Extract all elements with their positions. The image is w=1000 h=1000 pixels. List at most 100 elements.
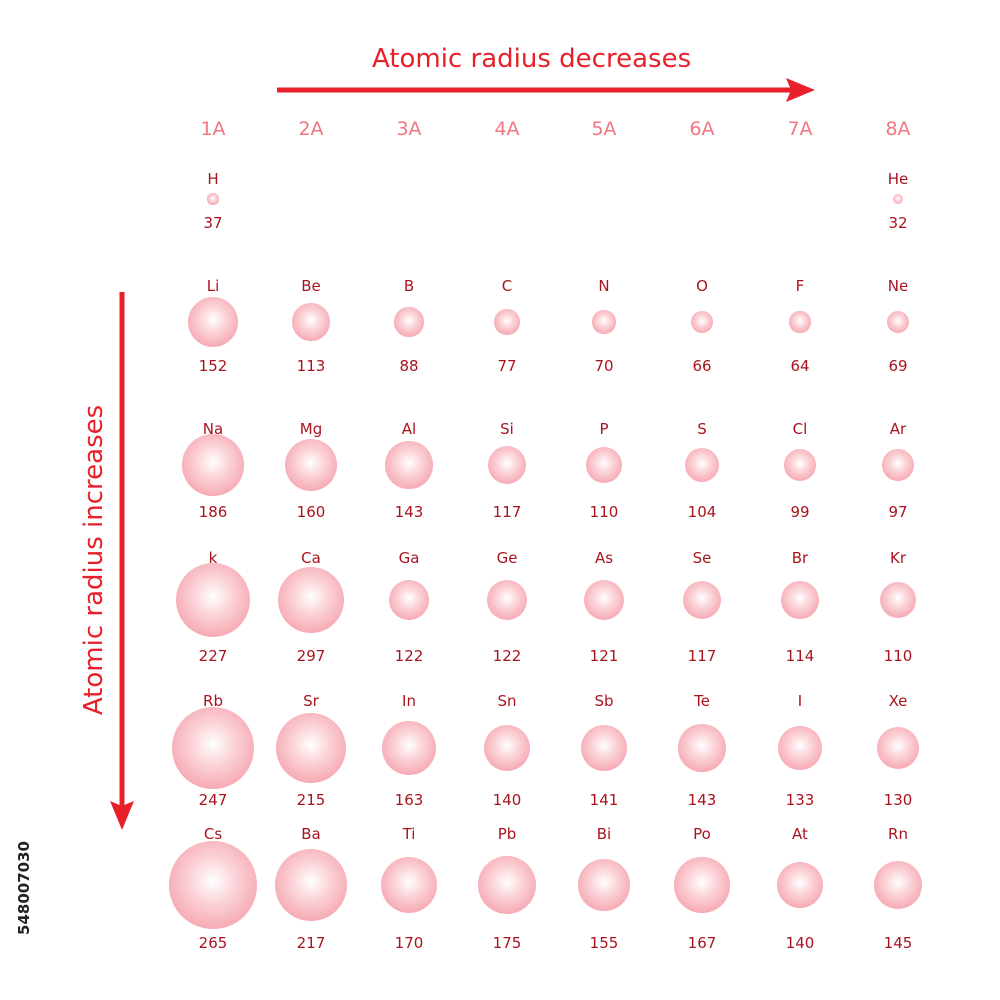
radius-value: 170	[394, 934, 424, 952]
group-label: 7A	[787, 118, 813, 140]
atom-sphere	[879, 581, 917, 619]
atom-sphere	[175, 562, 251, 638]
radius-value: 66	[692, 357, 712, 375]
radius-value: 247	[198, 791, 228, 809]
element-symbol: Na	[202, 420, 224, 438]
radius-value: 117	[492, 503, 522, 521]
element-symbol: B	[403, 277, 415, 295]
radius-value: 297	[296, 647, 326, 665]
radius-value: 145	[883, 934, 913, 952]
atom-sphere	[380, 856, 438, 914]
atom-sphere	[876, 726, 920, 770]
atom-sphere	[578, 859, 630, 911]
radius-value: 160	[296, 503, 326, 521]
radius-value: 143	[394, 503, 424, 521]
atom-sphere	[691, 311, 713, 333]
element-symbol: Ar	[889, 420, 907, 438]
radius-value: 77	[497, 357, 517, 375]
atom-sphere	[776, 861, 824, 909]
radius-value: 121	[589, 647, 619, 665]
horizontal-trend-title: Atomic radius decreases	[372, 44, 692, 74]
radius-value: 32	[888, 214, 908, 232]
atom-sphere	[682, 580, 722, 620]
atom-sphere	[284, 438, 338, 492]
element-symbol: Pb	[497, 825, 517, 843]
element-symbol: Br	[791, 549, 809, 567]
atom-sphere	[893, 194, 903, 204]
atom-sphere	[886, 310, 910, 334]
atom-sphere	[789, 311, 811, 333]
group-label: 1A	[200, 118, 226, 140]
element-symbol: Ge	[496, 549, 518, 567]
atom-sphere	[674, 857, 730, 913]
element-symbol: Cl	[792, 420, 808, 438]
element-symbol: Po	[693, 825, 711, 843]
radius-value: 155	[589, 934, 619, 952]
element-symbol: Rb	[203, 692, 223, 710]
atom-sphere	[783, 448, 817, 482]
group-label: 8A	[885, 118, 911, 140]
radius-value: 104	[687, 503, 717, 521]
element-symbol: O	[696, 277, 708, 295]
element-symbol: Ne	[887, 277, 909, 295]
element-symbol: Kr	[889, 549, 907, 567]
atom-sphere	[592, 310, 616, 334]
element-symbol: Mg	[299, 420, 323, 438]
radius-value: 110	[883, 647, 913, 665]
group-label: 6A	[689, 118, 715, 140]
atom-sphere	[881, 448, 914, 481]
atom-sphere	[874, 861, 922, 909]
radius-value: 113	[296, 357, 326, 375]
element-symbol: Al	[401, 420, 417, 438]
element-symbol: Si	[500, 420, 514, 438]
element-symbol: Se	[692, 549, 712, 567]
radius-value: 114	[785, 647, 815, 665]
atom-sphere	[778, 726, 822, 770]
element-symbol: Xe	[888, 692, 908, 710]
element-symbol: Bi	[596, 825, 612, 843]
group-label: 4A	[494, 118, 520, 140]
element-symbol: Ti	[402, 825, 416, 843]
element-symbol: Ga	[398, 549, 420, 567]
radius-value: 265	[198, 934, 228, 952]
element-symbol: C	[501, 277, 513, 295]
radius-value: 186	[198, 503, 228, 521]
radius-value: 163	[394, 791, 424, 809]
element-symbol: S	[697, 420, 707, 438]
radius-value: 152	[198, 357, 228, 375]
element-symbol: N	[598, 277, 610, 295]
radius-value: 117	[687, 647, 717, 665]
radius-value: 175	[492, 934, 522, 952]
atom-sphere	[494, 309, 520, 335]
radius-value: 70	[594, 357, 614, 375]
atom-sphere	[292, 303, 330, 341]
element-symbol: Sb	[594, 692, 614, 710]
element-symbol: Sr	[303, 692, 319, 710]
element-symbol: As	[594, 549, 614, 567]
atom-sphere	[486, 579, 528, 621]
element-symbol: k	[208, 549, 218, 567]
atom-sphere	[487, 445, 527, 485]
atom-sphere	[684, 447, 720, 483]
element-symbol: P	[599, 420, 609, 438]
atom-sphere	[385, 441, 433, 489]
radius-value: 69	[888, 357, 908, 375]
element-symbol: I	[797, 692, 803, 710]
atom-sphere	[187, 296, 239, 348]
atom-sphere	[483, 724, 531, 772]
atom-sphere	[275, 712, 347, 784]
atom-sphere	[678, 724, 726, 772]
horizontal-arrow	[277, 78, 815, 102]
atom-sphere	[172, 707, 254, 789]
radius-value: 167	[687, 934, 717, 952]
atom-sphere	[382, 721, 436, 775]
element-symbol: Sn	[497, 692, 517, 710]
stock-id-text: 548007030	[15, 841, 33, 935]
element-symbol: Ba	[301, 825, 321, 843]
radius-value: 140	[785, 934, 815, 952]
radius-value: 122	[394, 647, 424, 665]
atom-sphere	[394, 307, 424, 337]
atom-sphere	[584, 580, 624, 620]
